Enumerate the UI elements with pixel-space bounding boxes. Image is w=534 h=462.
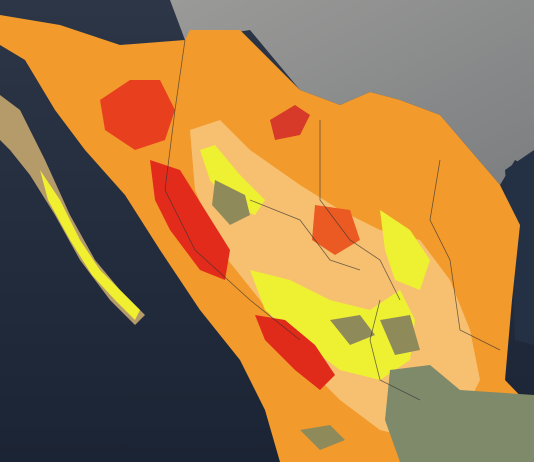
red-zone — [312, 205, 360, 255]
us-land — [170, 0, 534, 185]
yellow-band — [380, 210, 430, 290]
green-south — [385, 365, 534, 462]
gulf — [505, 150, 534, 345]
red-zone — [100, 80, 175, 150]
state-borders — [164, 39, 501, 401]
yellow-band — [200, 145, 265, 215]
brown-patch — [380, 315, 420, 355]
brown-patch — [330, 315, 375, 345]
red-zone — [270, 105, 310, 140]
baja-yellow — [40, 170, 140, 320]
red-zone — [255, 315, 335, 390]
brown-patch — [300, 425, 345, 450]
baja-peninsula — [0, 95, 145, 325]
brown-patch — [212, 180, 250, 225]
yellow-band — [250, 270, 415, 380]
red-zone — [150, 160, 230, 280]
